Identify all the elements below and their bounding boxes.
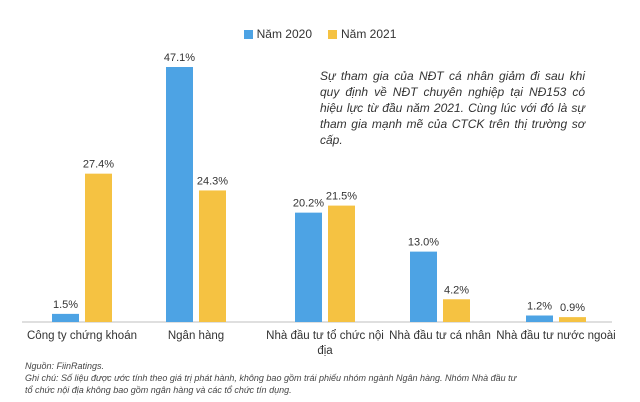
category-label-4: Nhà đầu tư nước ngoài — [496, 330, 615, 342]
bar-2020-2 — [295, 212, 322, 322]
legend: Năm 2020 Năm 2021 — [0, 27, 640, 41]
data-label-2020-1: 47.1% — [164, 52, 195, 64]
legend-swatch-2020 — [243, 29, 253, 39]
legend-label-2020: Năm 2020 — [256, 27, 312, 41]
legend-swatch-2021 — [328, 29, 337, 39]
data-label-2021-4: 0.9% — [560, 302, 585, 314]
data-label-2021-1: 24.3% — [197, 175, 228, 187]
bar-2021-1 — [199, 190, 226, 322]
category-label-2: Nhà đầu tư tổ chức nội địa — [266, 330, 384, 357]
source-note: Nguồn: FiinRatings. — [25, 361, 105, 371]
footer-notes: Nguồn: FiinRatings. Ghi chú: Số liệu đượ… — [25, 360, 615, 396]
legend-item-2020: Năm 2020 — [243, 27, 312, 41]
legend-label-2021: Năm 2021 — [341, 27, 397, 41]
bar-2020-1 — [166, 67, 193, 322]
category-label-3: Nhà đầu tư cá nhân — [389, 330, 491, 342]
bar-2021-4 — [559, 317, 586, 322]
bar-chart: 1.5% 47.1% 20.2% 13.0% 1.2% 27.4% 24.3% 21.5% 4.… — [22, 52, 616, 357]
chart-annotation: Sự tham gia của NĐT cá nhân giảm đi sau … — [320, 69, 585, 147]
data-label-2020-4: 1.2% — [527, 301, 552, 313]
data-label-2021-2: 21.5% — [326, 191, 357, 203]
bar-2020-0 — [52, 313, 79, 322]
footnote-line-2: tổ chức nội địa không bao gồm ngân hàng … — [25, 385, 292, 395]
bar-2021-2 — [328, 205, 355, 322]
data-label-2021-3: 4.2% — [444, 284, 469, 296]
data-label-2020-0: 1.5% — [53, 299, 78, 311]
data-label-2021-0: 27.4% — [83, 159, 114, 171]
legend-item-2021: Năm 2021 — [328, 27, 396, 41]
footnote-line-1: Ghi chú: Số liệu được ước tính theo giá … — [25, 373, 517, 383]
category-label-0: Công ty chứng khoán — [27, 330, 137, 342]
data-label-2020-3: 13.0% — [408, 237, 439, 249]
bar-2021-3 — [443, 299, 470, 322]
data-label-2020-2: 20.2% — [293, 198, 324, 210]
bar-2021-0 — [85, 173, 112, 322]
bar-2020-3 — [410, 251, 437, 322]
category-label-1: Ngân hàng — [168, 330, 224, 342]
bar-2020-4 — [526, 315, 553, 322]
